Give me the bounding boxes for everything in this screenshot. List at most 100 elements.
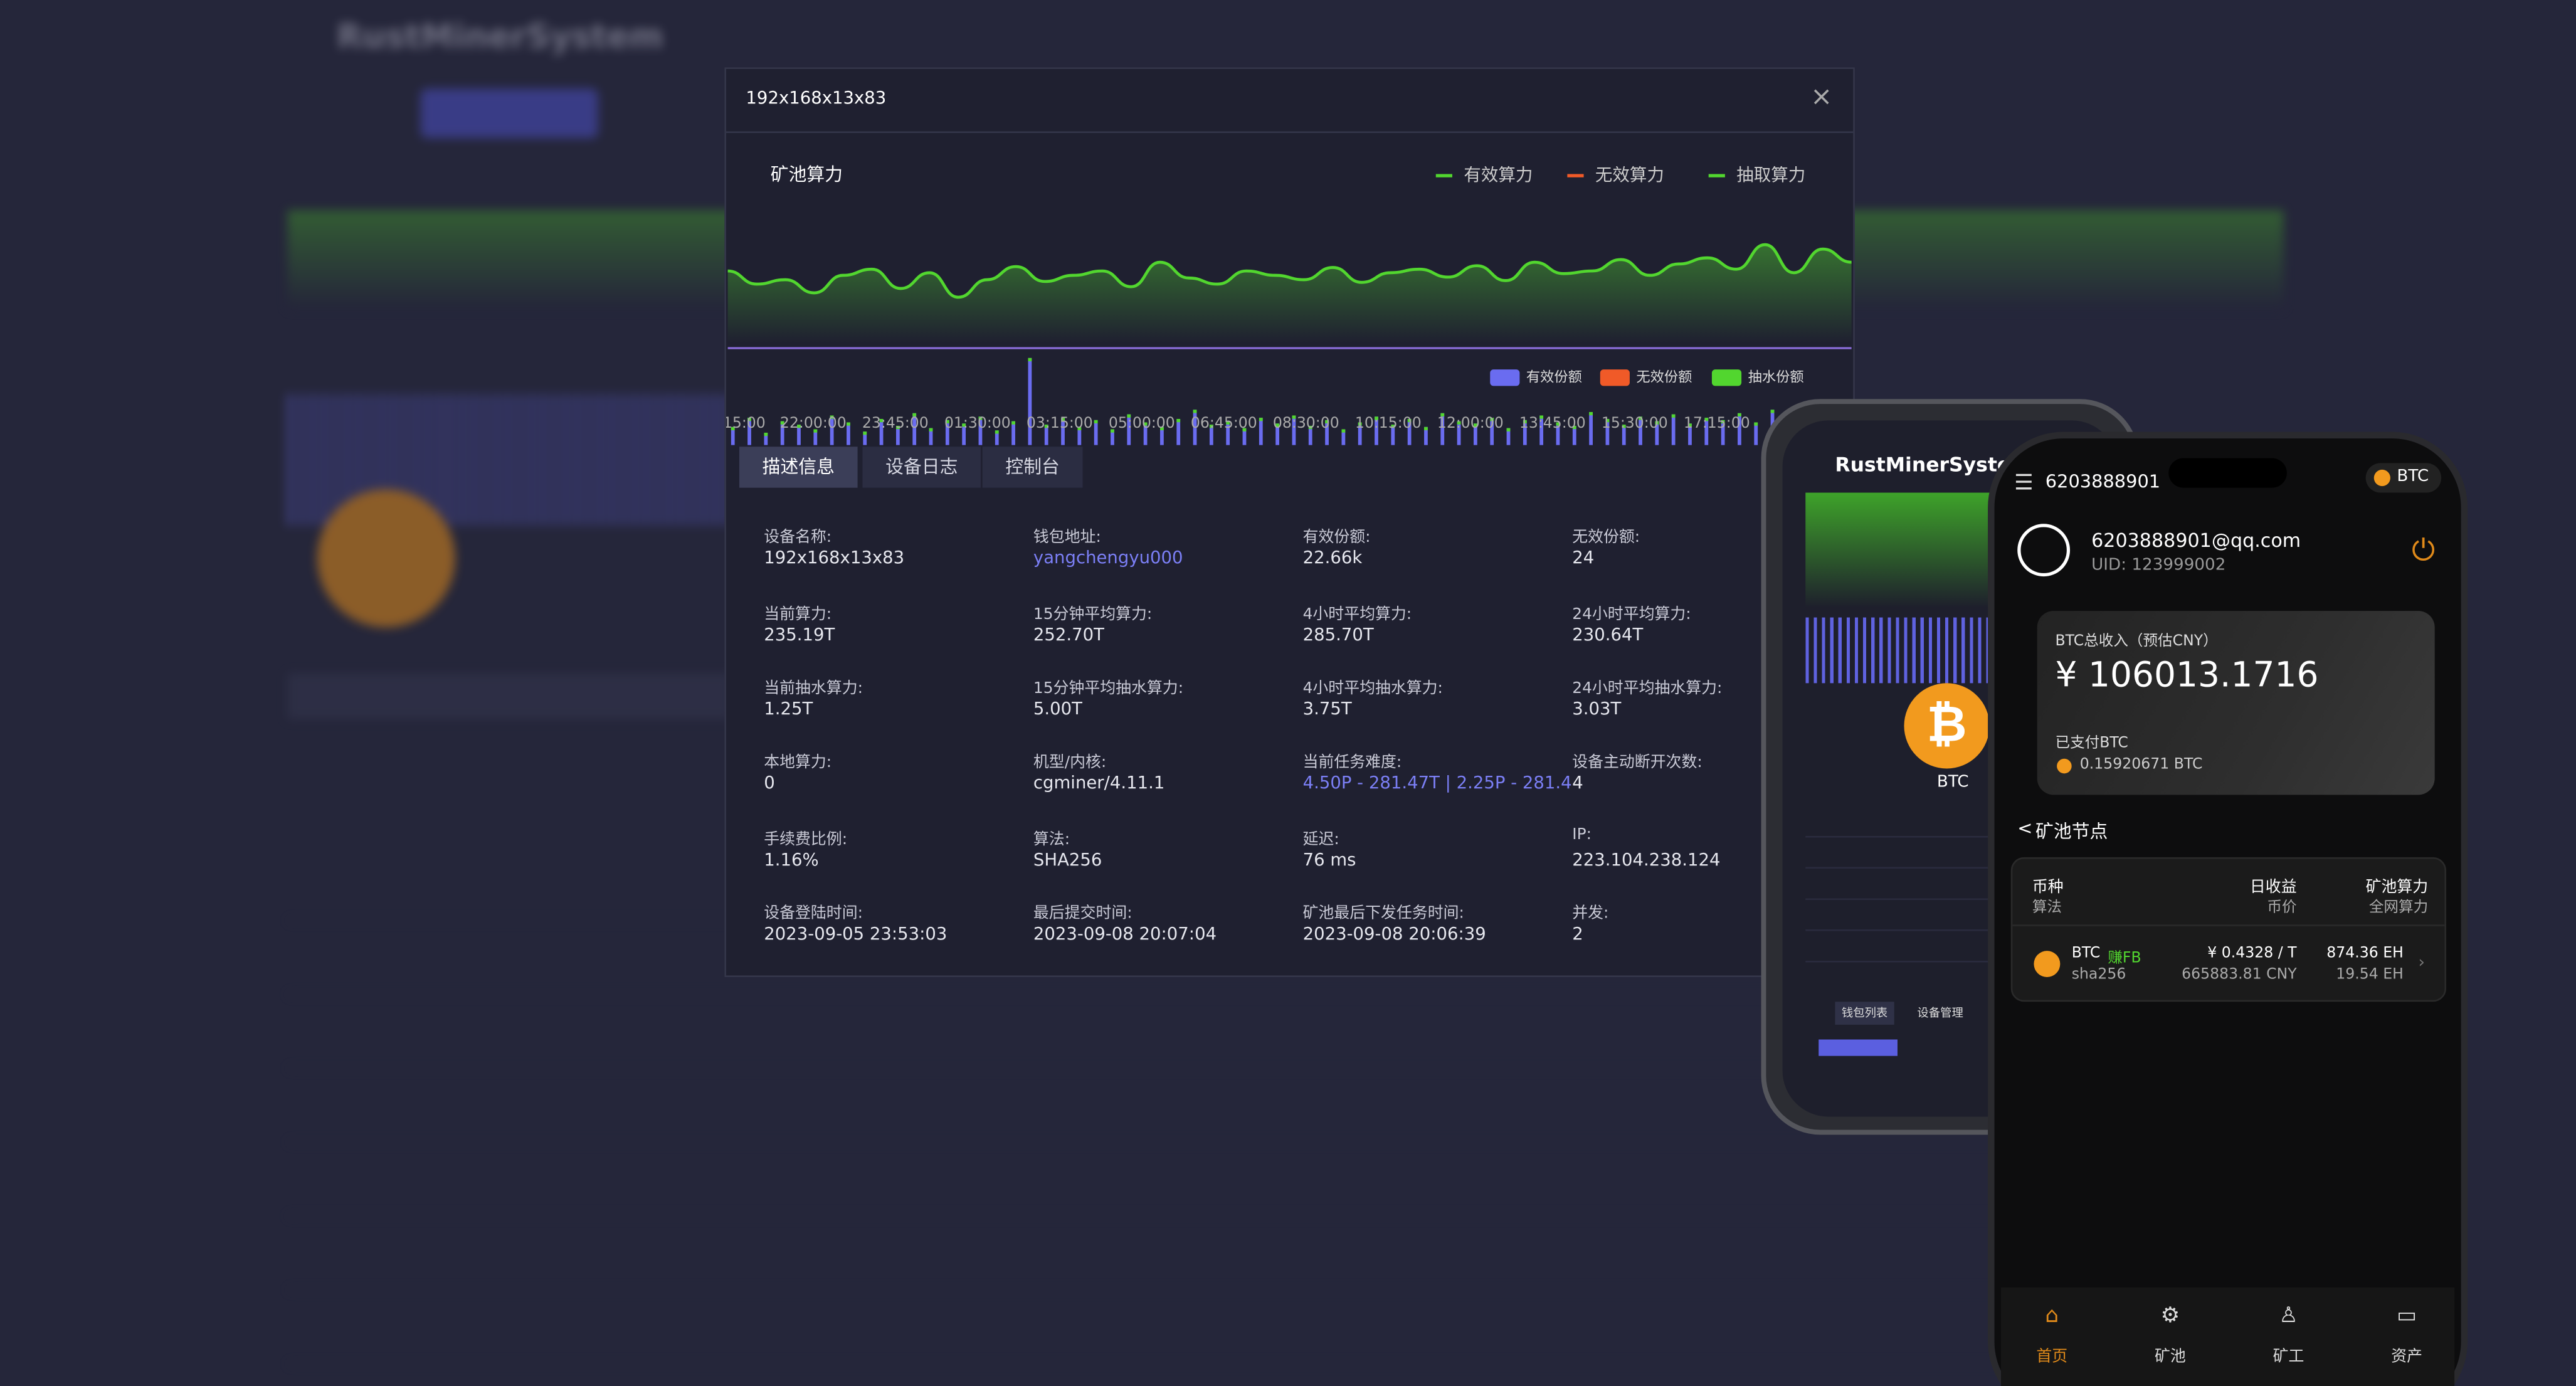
divider (2012, 924, 2445, 926)
field-label: 24小时平均抽水算力: (1572, 680, 1723, 698)
field-value[interactable]: yangchengyu000 (1033, 548, 1183, 569)
field-label: 24小时平均算力: (1572, 606, 1691, 625)
share-bar (764, 432, 768, 445)
share-bar (1572, 425, 1576, 445)
share-bar (912, 413, 917, 445)
nav-label[interactable]: 首页 (2036, 1348, 2068, 1367)
field-value: 192x168x13x83 (764, 548, 905, 569)
field-label: 无效份额: (1572, 529, 1640, 547)
share-bar-cap (1770, 410, 1775, 413)
x-tick-label: 12:00:00 (1437, 414, 1504, 431)
row-pool: 874.36 EH (2326, 946, 2404, 963)
field-value: 22.66k (1302, 548, 1363, 569)
legend-label: 无效份额 (1636, 369, 1692, 386)
share-bar-cap (1457, 421, 1461, 425)
share-bar (1226, 421, 1230, 445)
th: 币价 (2267, 899, 2297, 917)
share-bar-cap (1474, 423, 1477, 427)
share-bar (1094, 420, 1098, 445)
coin-badge[interactable]: BTC (2365, 463, 2442, 493)
share-bar-cap (1275, 423, 1280, 427)
x-tick-label: 08:30:00 (1273, 414, 1339, 431)
share-bar (1738, 413, 1741, 445)
share-bar (863, 431, 867, 445)
bg-button (420, 88, 598, 138)
share-bar-cap (1011, 421, 1015, 425)
row-algo: sha256 (2071, 967, 2126, 984)
tab[interactable]: 设备日志 (862, 447, 981, 488)
share-bar-cap (1490, 418, 1494, 421)
share-bar (929, 428, 933, 445)
row-network: 19.54 EH (2336, 967, 2404, 984)
share-bar (1539, 415, 1544, 445)
share-bar (1160, 426, 1164, 445)
legend-label: 抽取算力 (1736, 165, 1805, 185)
nav-label[interactable]: 资产 (2391, 1348, 2423, 1367)
field-label: 矿池最后下发任务时间: (1302, 904, 1464, 923)
share-bar (1292, 415, 1296, 445)
tab[interactable]: 描述信息 (739, 447, 858, 488)
nav-label[interactable]: 矿池 (2154, 1348, 2186, 1367)
close-button[interactable]: × (1810, 80, 1833, 112)
share-bar-cap (1259, 418, 1263, 421)
field-value[interactable]: 4.50P - 281.47T | 2.25P - 281.4 (1302, 773, 1572, 793)
share-bar (1143, 422, 1148, 445)
share-bar-cap (1605, 418, 1610, 423)
nav-label[interactable]: 矿工 (2272, 1348, 2304, 1367)
mini-tab[interactable]: 钱包列表 (1835, 1002, 1894, 1025)
share-bar-cap (1704, 418, 1709, 421)
row-arrow[interactable]: › (2418, 954, 2425, 973)
share-bar-cap (830, 415, 834, 419)
share-bar-cap (1424, 426, 1428, 431)
share-bar-cap (1671, 414, 1676, 418)
power-button[interactable]: ⏻ (2412, 534, 2436, 569)
field-value: 3.75T (1302, 699, 1352, 719)
share-bar (1077, 426, 1082, 445)
bg-tabs (287, 673, 731, 719)
field-label: 机型/内核: (1033, 753, 1107, 772)
coin-icon: ₿ (1904, 683, 1990, 769)
share-bar (1028, 357, 1032, 445)
share-bar-cap (1308, 425, 1312, 430)
nav-icon[interactable]: ⚙ (2160, 1304, 2180, 1329)
share-bar (1506, 428, 1511, 445)
income-label: BTC总收入（预估CNY） (2055, 633, 2218, 650)
tab[interactable]: 控制台 (982, 447, 1083, 488)
node-table: 币种 算法 日收益 币价 矿池算力 全网算力 BTC 赚FB sha256 ¥ … (2010, 857, 2447, 1002)
share-bar (1688, 423, 1692, 445)
nav-icon[interactable]: ▭ (2397, 1304, 2417, 1329)
x-tick-label: 23:45:00 (862, 414, 929, 431)
row-tag: 赚FB (2108, 951, 2141, 968)
uid: UID: 123999002 (2091, 556, 2226, 575)
share-bar (1011, 421, 1015, 445)
menu-icon[interactable]: ☰ (2014, 471, 2034, 496)
share-bar-cap (1094, 420, 1098, 424)
share-bar-cap (1539, 415, 1544, 419)
share-bar (1259, 418, 1263, 445)
share-bar (978, 416, 983, 445)
share-bar-cap (929, 428, 933, 431)
share-bar (1605, 418, 1610, 445)
field-label: 设备主动断开次数: (1572, 753, 1702, 772)
share-bar (879, 418, 884, 445)
share-bar-cap (1193, 410, 1197, 413)
x-tick-label: 22:00:00 (780, 414, 847, 431)
share-bar-cap (747, 418, 751, 421)
legend-swatch (1600, 369, 1630, 386)
divider (726, 131, 1854, 134)
mini-tab[interactable]: 设备管理 (1917, 1007, 1963, 1020)
modal-title: 192x168x13x83 (746, 88, 887, 108)
income-card: BTC总收入（预估CNY） ¥ 106013.1716 已支付BTC 0.159… (2037, 611, 2435, 795)
field-label: 设备登陆时间: (764, 904, 863, 923)
field-value: 2023-09-08 20:06:39 (1302, 924, 1486, 944)
share-bar-cap (1077, 426, 1082, 431)
field-label: 当前算力: (764, 606, 832, 625)
nav-icon[interactable]: ♙ (2279, 1304, 2298, 1329)
share-bar (797, 425, 801, 445)
nav-icon[interactable]: ⌂ (2045, 1304, 2059, 1329)
share-bar-cap (1688, 423, 1692, 427)
share-bar (1275, 423, 1280, 445)
share-bar-cap (847, 422, 850, 426)
field-label: 15分钟平均抽水算力: (1033, 680, 1184, 698)
share-bar (1358, 422, 1362, 445)
